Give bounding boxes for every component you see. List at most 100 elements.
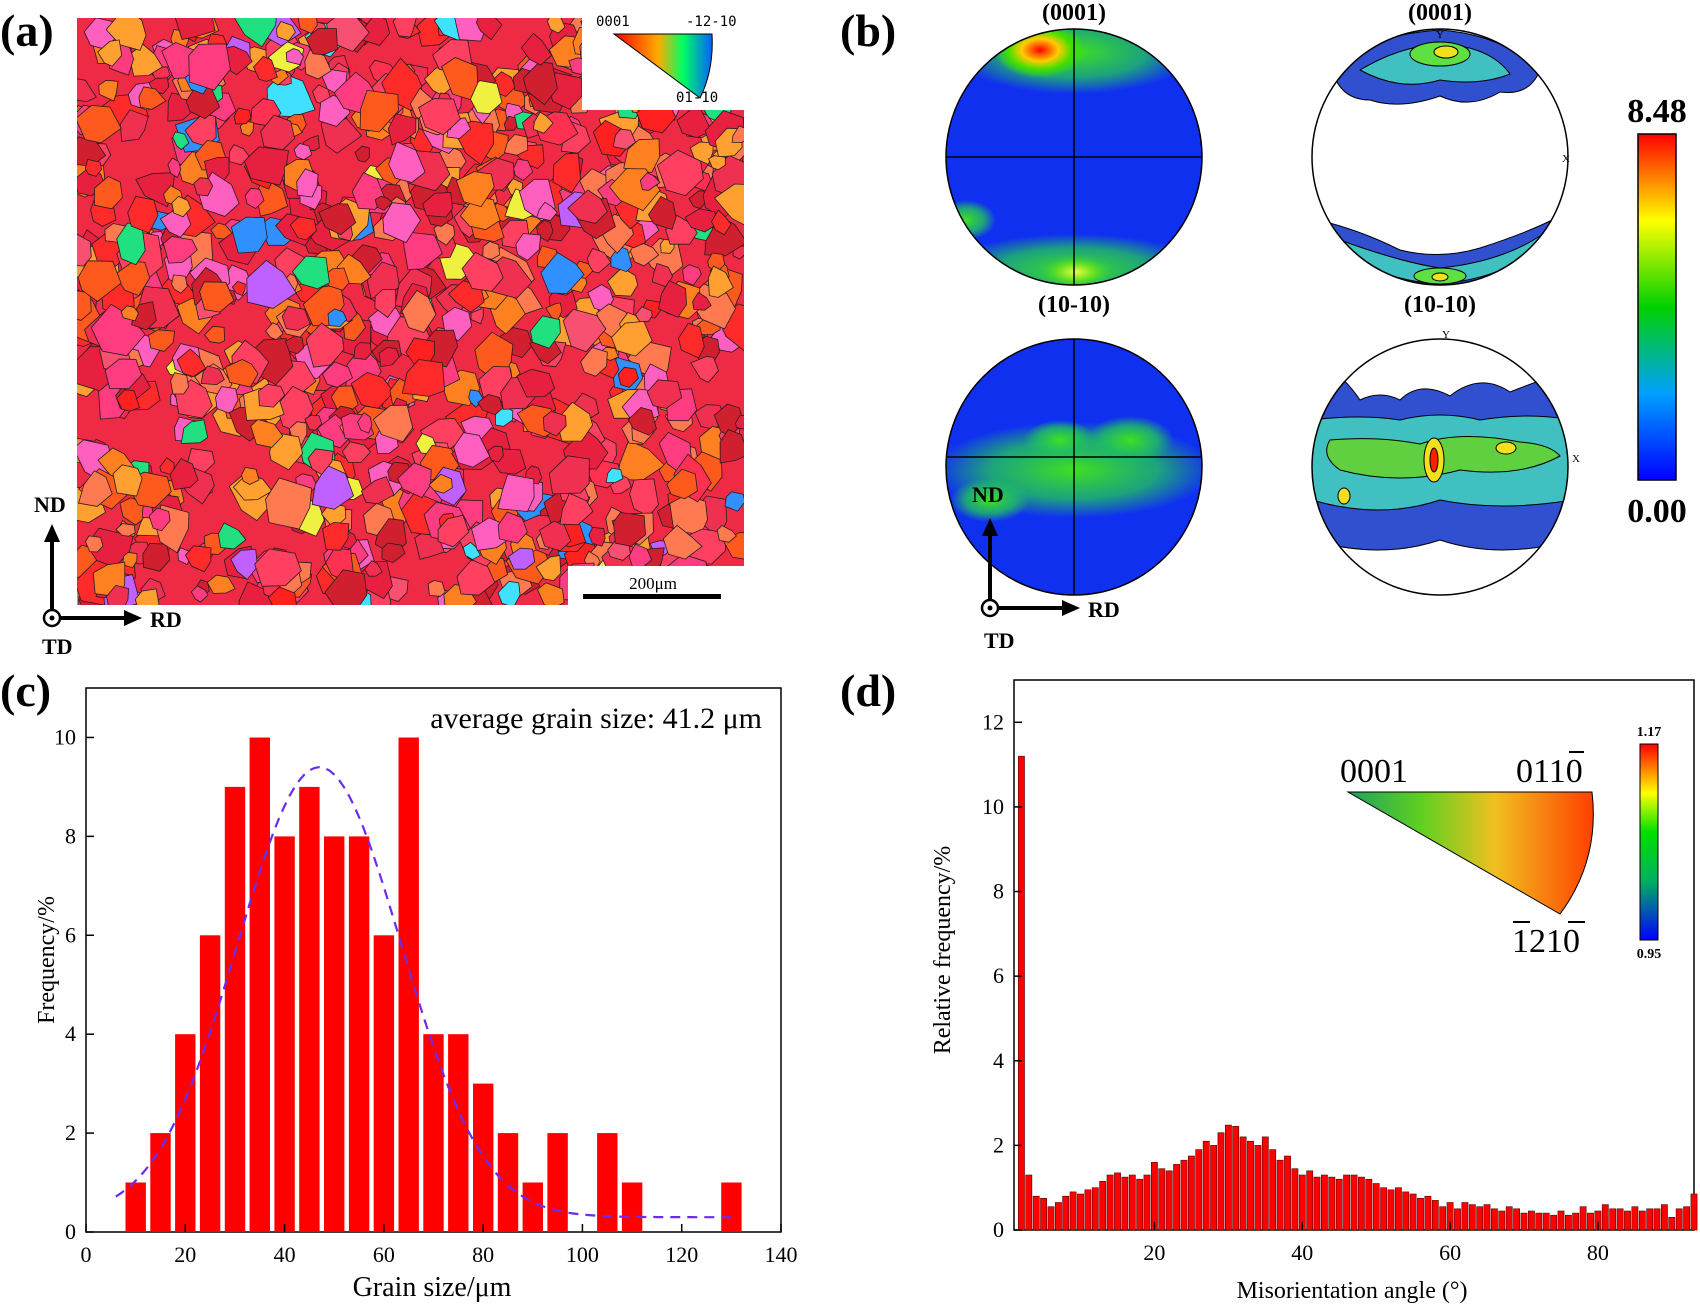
pf-y-label-1: Y [1436,29,1444,41]
ipf-inset: 0001 0110 1210 1.17 0.95 [1340,725,1661,962]
chart-d-bar [1151,1162,1158,1231]
grain [119,109,149,142]
grain [529,315,561,349]
chart-d-bar [1461,1202,1469,1231]
grain [162,235,198,264]
grain [285,335,305,355]
grain [171,195,192,218]
grain [613,512,646,547]
grain [170,372,190,395]
grain [605,467,624,483]
grain [127,195,159,234]
chart-d-bar [1217,1132,1225,1231]
chart-c-bar [473,1083,494,1232]
grain [188,43,231,91]
grain [77,230,92,267]
chart-d-bar [1601,1204,1609,1231]
pf-colorbar-max: 8.48 [1627,93,1687,130]
grain [711,35,726,53]
ipf-inset-cb-min: 0.95 [1637,947,1662,962]
pf-x-label-1: X [1562,153,1570,165]
chart-d-bar [1055,1202,1062,1231]
chart-d-bar [1321,1174,1328,1231]
grain [297,18,318,35]
grain [120,305,139,322]
chart-d-bar [1232,1126,1240,1231]
grain [658,280,687,318]
grain [116,389,140,412]
grain [515,233,542,261]
grain [487,445,504,463]
grain [583,76,616,106]
grain [305,28,338,56]
chart-d-bar [1491,1208,1498,1231]
chart-d-bar [1358,1176,1365,1231]
grain [643,94,661,109]
chart-d-bar [1025,1174,1033,1231]
grain [586,60,629,105]
axes-indicator-b: ND RD TD [972,482,1120,653]
grain [200,365,225,386]
grain [172,131,190,151]
chart-d-xtick-label: 60 [1439,1240,1461,1265]
chart-c-xtick-label: 140 [765,1242,798,1267]
chart-d-bar [1683,1206,1690,1231]
grain [364,560,383,577]
chart-c-xtick-label: 100 [566,1242,599,1267]
ipf-color-key: 0001 -12-10 01-10 [596,14,737,106]
chart-c-ytick-label: 6 [65,922,76,947]
grain [635,306,653,323]
grain [322,361,353,388]
axis-nd-b: ND [972,482,1004,507]
grain [401,359,446,397]
grain [372,404,414,443]
chart-c-bar [324,836,345,1232]
chart-d-bar [1646,1208,1654,1231]
panel-a-label: (a) [0,5,54,56]
grain [735,414,744,430]
grain [121,551,138,569]
grain [437,514,470,548]
chart-d-bar [1114,1172,1121,1231]
chart-d-bar [1121,1176,1129,1231]
grain [482,241,501,260]
grain [169,458,199,491]
grain [265,477,313,530]
grain [184,545,212,573]
chart-d-bar [1409,1193,1417,1231]
grain [646,379,683,409]
ipf-key-0001: 0001 [596,14,630,30]
grain [285,48,305,66]
chart-d-bar [1084,1189,1092,1231]
chart-d-bar [1557,1210,1565,1231]
chart-c-bar [423,1034,444,1232]
grain [254,548,302,587]
grain [520,32,553,66]
grain [579,32,617,73]
chart-d-xtick-label: 80 [1587,1240,1609,1265]
chart-d-bar [1431,1200,1439,1231]
grain [611,320,653,357]
pf-title-4: (10-10) [1404,292,1476,318]
grain [230,216,268,254]
grain [267,586,298,605]
pf-title-3: (10-10) [1038,292,1110,318]
grain [731,125,744,144]
grain [304,414,323,431]
chart-d-bar [1040,1198,1047,1231]
svg-text:0110: 0110 [1516,753,1583,790]
ipf-inset-12-10-b: 21 [1529,923,1563,960]
pf-title-1: (0001) [1042,0,1106,26]
chart-d-bar [1047,1206,1055,1231]
chart-c-xtick-label: 80 [472,1242,494,1267]
grain [427,580,446,597]
grain [354,145,370,163]
grain [477,393,504,416]
chart-d-bar [1609,1208,1617,1231]
grain [327,308,348,327]
chart-d-bar [1565,1214,1572,1231]
grain [497,473,535,512]
chart-c-bar [150,1133,171,1232]
grain [97,39,123,67]
